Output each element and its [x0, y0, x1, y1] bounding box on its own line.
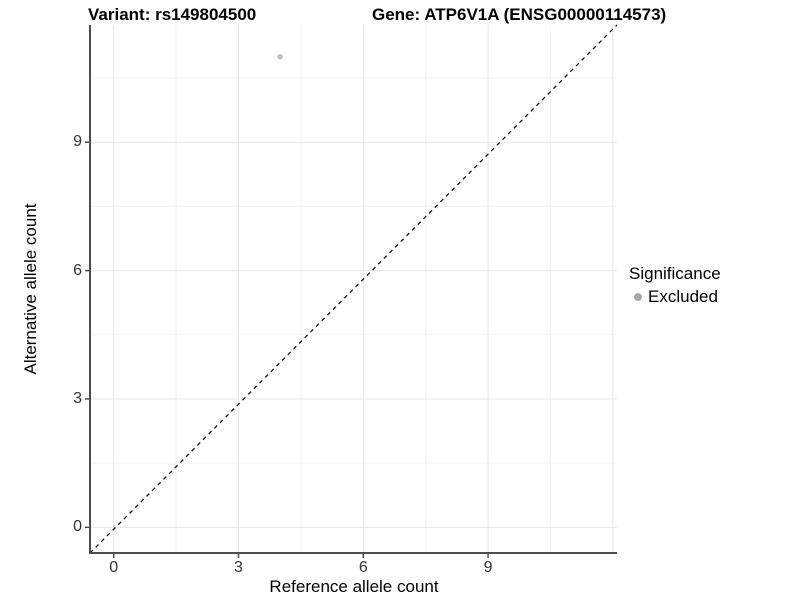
- legend-point-icon: [634, 293, 642, 301]
- identity-line: [89, 24, 618, 554]
- legend-title: Significance: [629, 264, 721, 283]
- data-point: [277, 53, 283, 60]
- x-axis-title: Reference allele count: [269, 577, 439, 596]
- variant-title: Variant: rs149804500: [88, 5, 257, 24]
- gene-title: Gene: ATP6V1A (ENSG00000114573): [372, 5, 667, 24]
- legend-entry-excluded: Excluded: [629, 287, 721, 307]
- legend: Significance Excluded: [629, 264, 721, 307]
- y-axis-title: Alternative allele count: [21, 203, 40, 375]
- legend-entry-label: Excluded: [648, 287, 718, 306]
